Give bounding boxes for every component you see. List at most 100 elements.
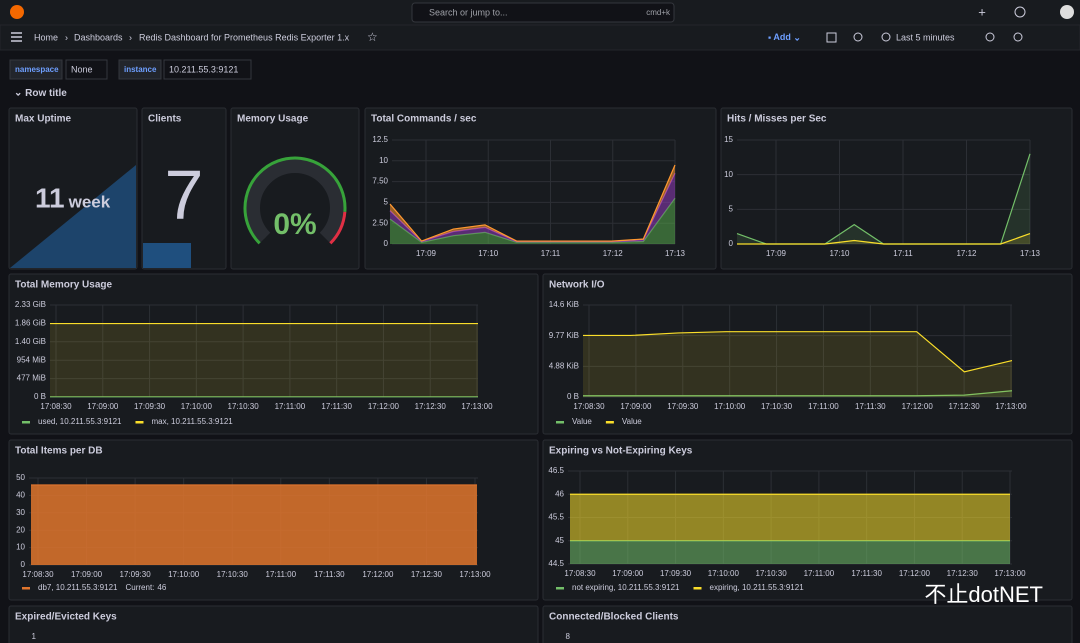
x-tick-label: 17:08:30 [22, 570, 54, 579]
x-tick-label: 17:11:00 [804, 569, 835, 578]
legend-label: max, 10.211.55.3:9121 [151, 417, 233, 426]
crumb-sep: › [129, 32, 132, 42]
watermark: 不止dotNET [924, 582, 1043, 607]
x-tick-label: 17:12 [956, 249, 977, 258]
x-tick-label: 17:12:00 [899, 569, 931, 578]
row-title[interactable]: ⌄ Row title [14, 88, 67, 99]
x-tick-label: 17:10:00 [181, 402, 213, 411]
x-tick-label: 17:12:30 [415, 402, 447, 411]
legend-label: expiring, 10.211.55.3:9121 [710, 583, 805, 592]
legend-swatch [556, 421, 564, 424]
stat-value: 11 [35, 182, 65, 213]
x-tick-label: 17:12:30 [947, 569, 979, 578]
y-tick-label: 0 B [34, 392, 46, 401]
y-tick-label: 46 [555, 489, 564, 498]
panel [365, 108, 716, 269]
y-tick-label: 1 [32, 632, 37, 641]
series-area [31, 485, 477, 565]
panel-title: Max Uptime [15, 114, 72, 125]
x-tick-label: 17:09:30 [667, 402, 699, 411]
y-tick-label: 5 [384, 198, 389, 207]
legend-swatch [694, 587, 702, 590]
y-tick-label: 30 [16, 508, 25, 517]
panel-title: Clients [148, 114, 182, 125]
x-tick-label: 17:10:30 [217, 570, 249, 579]
x-tick-label: 17:09:30 [120, 570, 152, 579]
panel-title: Memory Usage [237, 114, 309, 125]
y-tick-label: 1.40 GiB [15, 337, 46, 346]
legend-stat-name: Current: [125, 583, 154, 592]
x-tick-label: 17:13:00 [459, 570, 491, 579]
var-value[interactable]: None [71, 64, 93, 74]
y-tick-label: 5 [729, 204, 734, 213]
plus-icon[interactable]: + [978, 4, 986, 19]
y-tick-label: 2.33 GiB [15, 300, 46, 309]
avatar[interactable] [1060, 5, 1074, 19]
y-tick-label: 0 [729, 239, 734, 248]
series-area [50, 324, 478, 397]
x-tick-label: 17:11 [893, 249, 913, 258]
x-tick-label: 17:11:30 [321, 402, 352, 411]
y-tick-label: 477 MiB [17, 374, 46, 383]
panel-title: Total Commands / sec [371, 114, 477, 125]
y-tick-label: 7.50 [372, 177, 388, 186]
row-title-text[interactable]: Row title [25, 88, 67, 99]
y-tick-label: 20 [16, 525, 25, 534]
star-icon[interactable]: ☆ [367, 30, 378, 44]
var-label: instance [124, 65, 157, 74]
x-tick-label: 17:09:30 [134, 402, 166, 411]
legend-swatch [606, 421, 614, 424]
y-tick-label: 0 [384, 239, 389, 248]
y-tick-label: 9.77 KiB [549, 331, 579, 340]
stat-unit: week [68, 192, 111, 211]
time-range[interactable]: Last 5 minutes [896, 32, 955, 42]
panel-title: Total Items per DB [15, 446, 103, 457]
y-tick-label: 0 B [567, 392, 579, 401]
legend-label: Value [572, 417, 592, 426]
x-tick-label: 17:09 [416, 249, 437, 258]
legend-label: used, 10.211.55.3:9121 [38, 417, 122, 426]
y-tick-label: 8 [566, 632, 571, 641]
x-tick-label: 17:12:00 [368, 402, 400, 411]
x-tick-label: 17:09:00 [612, 569, 644, 578]
x-tick-label: 17:10:00 [708, 569, 740, 578]
crumb[interactable]: Home [34, 32, 58, 42]
y-tick-label: 44.5 [548, 559, 564, 568]
y-tick-label: 45 [555, 536, 564, 545]
x-tick-label: 17:12:30 [949, 402, 981, 411]
x-tick-label: 17:10 [829, 249, 850, 258]
add-label[interactable]: Add [773, 32, 791, 42]
y-tick-label: 15 [724, 135, 733, 144]
x-tick-label: 17:10:30 [756, 569, 788, 578]
x-tick-label: 17:08:30 [573, 402, 605, 411]
logo[interactable] [10, 5, 24, 19]
x-tick-label: 17:12:00 [902, 402, 934, 411]
panel-title: Hits / Misses per Sec [727, 114, 827, 125]
x-tick-label: 17:12 [603, 249, 624, 258]
y-tick-label: 954 MiB [17, 355, 46, 364]
x-tick-label: 17:11 [541, 249, 561, 258]
legend-label: not expiring, 10.211.55.3:9121 [572, 583, 680, 592]
sparkline-bar [143, 243, 191, 268]
add-button[interactable]: ▪ Add ⌄ [768, 32, 801, 42]
x-tick-label: 17:10 [478, 249, 499, 258]
var-value[interactable]: 10.211.55.3:9121 [169, 64, 238, 74]
search-shortcut: cmd+k [646, 8, 671, 17]
legend-label: db7, 10.211.55.3:9121 [38, 583, 118, 592]
x-tick-label: 17:13:00 [994, 569, 1026, 578]
y-tick-label: 1.86 GiB [15, 319, 46, 328]
search-placeholder[interactable]: Search or jump to... [429, 7, 508, 17]
panel-title: Connected/Blocked Clients [549, 612, 679, 623]
x-tick-label: 17:11:00 [275, 402, 306, 411]
x-tick-label: 17:09:30 [660, 569, 692, 578]
x-tick-label: 17:13:00 [461, 402, 493, 411]
crumb[interactable]: Dashboards [74, 32, 123, 42]
y-tick-label: 12.5 [372, 135, 388, 144]
y-tick-label: 14.6 KiB [549, 300, 579, 309]
x-tick-label: 17:09 [766, 249, 787, 258]
y-tick-label: 10 [16, 543, 25, 552]
crumb: Redis Dashboard for Prometheus Redis Exp… [139, 32, 350, 42]
x-tick-label: 17:12:00 [362, 570, 394, 579]
y-tick-label: 50 [16, 473, 25, 482]
